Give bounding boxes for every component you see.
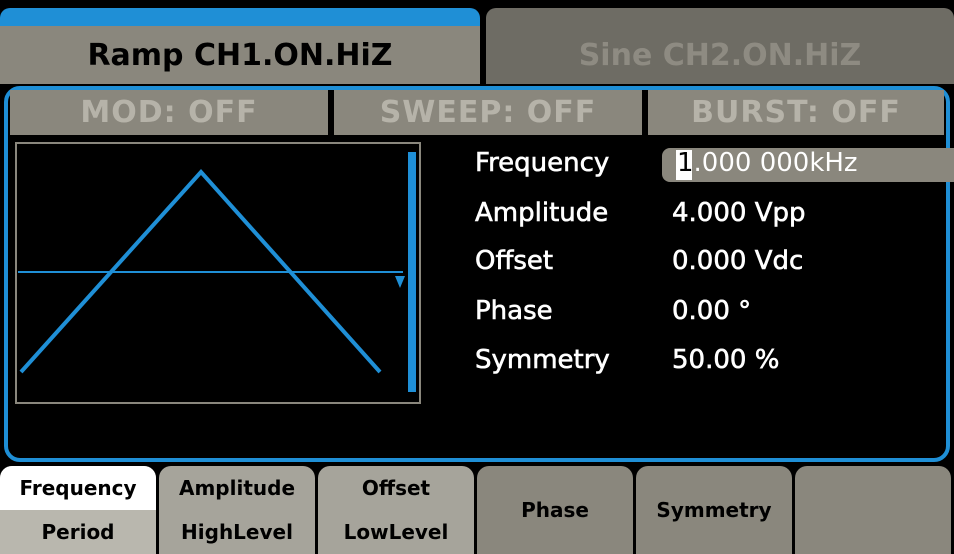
softkey-top[interactable]: Amplitude	[159, 466, 315, 510]
param-label[interactable]: Amplitude	[475, 198, 608, 228]
status-burst: BURST: OFF	[648, 90, 944, 135]
param-label[interactable]: Frequency	[475, 148, 609, 178]
status-sweep: SWEEP: OFF	[334, 90, 642, 135]
offset-marker	[395, 276, 405, 288]
param-label[interactable]: Phase	[475, 296, 553, 326]
softkey-bottom[interactable]: HighLevel	[159, 510, 315, 554]
param-value[interactable]: 0.00 °	[672, 296, 751, 326]
softkey[interactable]: Symmetry	[636, 466, 792, 554]
param-value[interactable]: 0.000 Vdc	[672, 246, 803, 276]
channel-tab[interactable]: Sine CH2.ON.HiZ	[486, 26, 954, 84]
softkey-label[interactable]: Symmetry	[636, 466, 792, 554]
softkey[interactable]: Phase	[477, 466, 633, 554]
active-tab-strip	[0, 8, 480, 28]
inactive-tab-strip	[486, 8, 954, 28]
param-value[interactable]: 50.00 %	[672, 345, 779, 375]
screen: Ramp CH1.ON.HiZ Sine CH2.ON.HiZ MOD: OFF…	[0, 0, 954, 554]
channel-tab[interactable]: Ramp CH1.ON.HiZ	[0, 26, 480, 84]
softkey-top[interactable]: Offset	[318, 466, 474, 510]
softkey[interactable]	[795, 466, 951, 554]
param-value[interactable]: 4.000 Vpp	[672, 198, 806, 228]
waveform-preview	[15, 142, 423, 406]
softkey-bottom[interactable]: Period	[0, 510, 156, 554]
param-value[interactable]: 1.000 000kHz	[677, 148, 858, 178]
softkey-bottom[interactable]: LowLevel	[318, 510, 474, 554]
softkey-top[interactable]: Frequency	[0, 466, 156, 510]
param-label[interactable]: Offset	[475, 246, 553, 276]
status-mod: MOD: OFF	[10, 90, 328, 135]
param-label[interactable]: Symmetry	[475, 345, 610, 375]
scroll-bar	[408, 152, 416, 392]
softkey-label[interactable]: Phase	[477, 466, 633, 554]
